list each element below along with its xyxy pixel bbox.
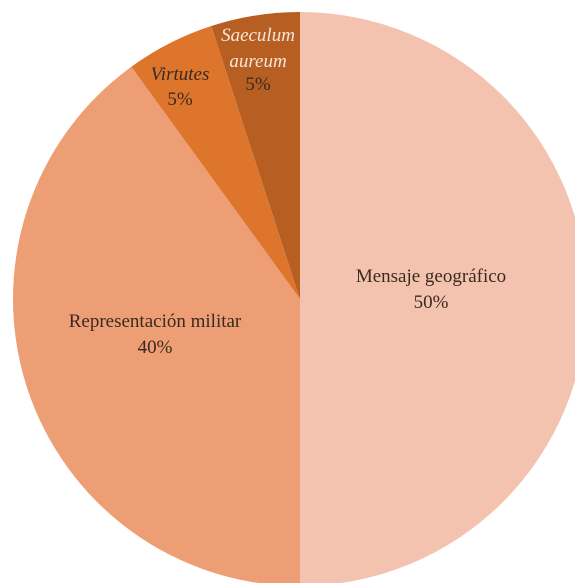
slice-percent-1: 40% [138, 337, 173, 358]
slice-percent-3: 5% [245, 74, 271, 95]
slice-percent-0: 50% [414, 292, 449, 313]
slice-label-1: Representación militar [69, 311, 242, 332]
pie-slice-0 [300, 12, 575, 583]
pie-slices [13, 12, 575, 583]
pie-slice-2 [131, 26, 300, 299]
slice-label-2: Virtutes [151, 64, 210, 85]
slice-percent-2: 5% [167, 89, 193, 110]
pie-labels: Mensaje geográfico 50% Representación mili… [69, 25, 506, 358]
slice-label-3: Saeculum [221, 25, 295, 46]
slice-label-0: Mensaje geográfico [356, 266, 506, 287]
pie-slice-3 [211, 12, 300, 299]
slice-label-3: aureum [229, 51, 286, 72]
pie-slice-1 [13, 66, 300, 583]
